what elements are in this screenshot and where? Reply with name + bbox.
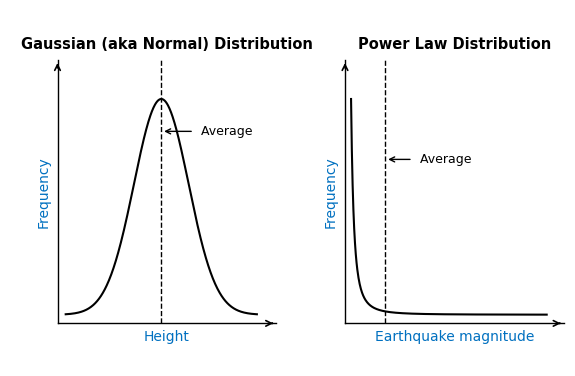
- X-axis label: Height: Height: [144, 330, 190, 344]
- Y-axis label: Frequency: Frequency: [324, 156, 338, 227]
- X-axis label: Earthquake magnitude: Earthquake magnitude: [374, 330, 534, 344]
- Title: Gaussian (aka Normal) Distribution: Gaussian (aka Normal) Distribution: [21, 37, 313, 52]
- Text: Average: Average: [390, 153, 471, 166]
- Y-axis label: Frequency: Frequency: [37, 156, 51, 227]
- Text: Average: Average: [166, 125, 252, 138]
- Title: Power Law Distribution: Power Law Distribution: [358, 37, 551, 52]
